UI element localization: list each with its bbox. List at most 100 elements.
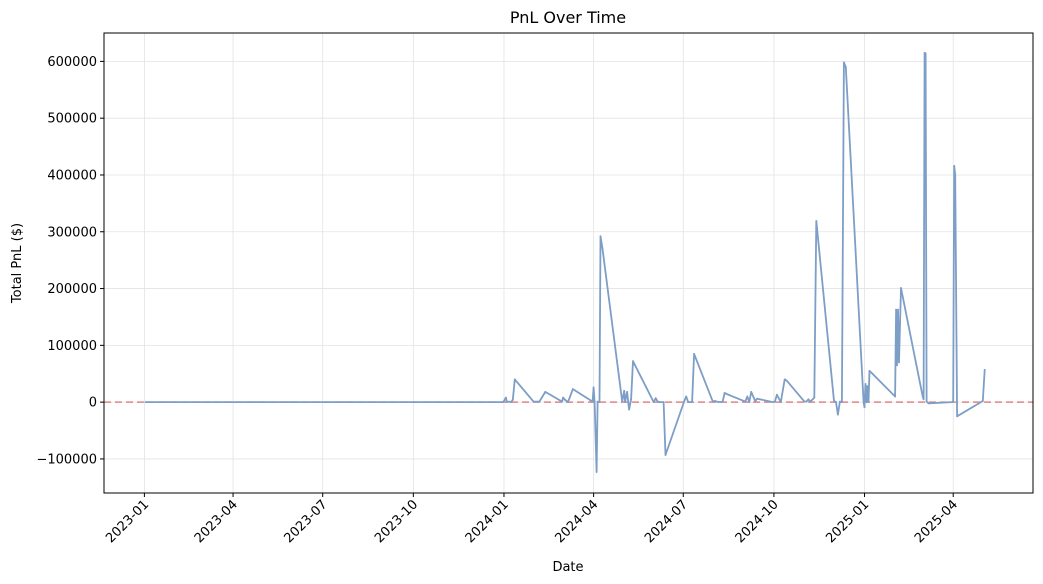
data-point xyxy=(532,400,535,403)
data-point xyxy=(621,400,624,403)
data-point xyxy=(863,406,866,409)
data-point xyxy=(658,401,661,403)
data-point xyxy=(783,378,786,381)
data-point xyxy=(868,370,871,372)
data-point xyxy=(624,401,626,403)
data-point xyxy=(871,372,874,375)
y-tick-label: 400000 xyxy=(47,168,97,183)
x-tick-label: 2023-04 xyxy=(192,497,241,546)
data-point xyxy=(567,401,569,403)
data-point xyxy=(894,395,896,398)
x-tick-label: 2025-04 xyxy=(912,497,961,546)
data-point xyxy=(924,52,927,55)
y-tick-label: 100000 xyxy=(47,339,97,354)
y-tick-label: −100000 xyxy=(36,452,97,467)
data-point xyxy=(746,395,749,398)
y-tick-label: 0 xyxy=(89,396,97,411)
data-point xyxy=(693,353,695,355)
data-point xyxy=(561,400,563,403)
data-point xyxy=(564,399,566,401)
data-point xyxy=(572,388,574,390)
data-point xyxy=(981,400,984,402)
data-point xyxy=(506,401,508,403)
y-tick-label: 300000 xyxy=(47,225,97,240)
data-point xyxy=(592,386,595,389)
data-point xyxy=(983,368,986,371)
data-point xyxy=(593,401,596,403)
data-point xyxy=(748,401,751,403)
y-axis: −100000 0 100000 200000 300000 400000 500000 60… xyxy=(36,55,104,467)
data-point xyxy=(727,393,730,396)
plot-frame xyxy=(103,32,1034,494)
data-point xyxy=(591,400,594,403)
data-point xyxy=(952,400,955,402)
data-point xyxy=(626,391,628,393)
data-point xyxy=(599,235,602,238)
data-point xyxy=(895,308,897,311)
grid-lines xyxy=(104,33,1033,493)
data-point xyxy=(862,401,865,403)
data-point xyxy=(544,391,547,393)
data-point xyxy=(776,393,778,396)
data-point xyxy=(630,398,632,401)
data-point xyxy=(687,401,690,403)
data-point xyxy=(505,396,507,399)
x-tick-label: 2024-07 xyxy=(642,497,691,546)
data-point xyxy=(683,400,686,402)
data-point xyxy=(628,408,630,411)
data-point xyxy=(292,401,294,403)
data-point xyxy=(900,287,902,289)
x-axis-label: Date xyxy=(552,560,583,575)
data-point xyxy=(921,395,924,398)
series-group xyxy=(144,52,986,473)
data-point xyxy=(785,379,788,382)
data-point xyxy=(897,308,899,311)
data-point xyxy=(623,389,626,392)
data-point xyxy=(664,454,667,456)
data-point xyxy=(815,220,818,222)
data-point xyxy=(510,401,512,403)
data-point xyxy=(538,400,541,403)
data-point xyxy=(595,471,598,473)
data-point xyxy=(925,400,928,403)
pnl-series-line xyxy=(145,52,986,473)
data-point xyxy=(843,61,845,64)
data-point xyxy=(744,400,747,403)
x-tick-label: 2025-01 xyxy=(823,497,872,546)
data-point xyxy=(865,401,868,403)
data-point xyxy=(713,400,716,402)
data-point xyxy=(837,413,839,416)
data-point xyxy=(508,400,510,403)
x-tick-label: 2024-04 xyxy=(552,497,601,546)
data-point xyxy=(562,396,564,399)
data-point xyxy=(864,383,867,385)
data-point xyxy=(756,397,759,400)
data-point xyxy=(809,400,812,403)
data-point xyxy=(807,398,810,401)
x-tick-label: 2024-01 xyxy=(463,497,512,546)
x-tick-label: 2023-10 xyxy=(372,497,421,546)
data-point xyxy=(511,399,514,401)
data-point xyxy=(841,401,843,403)
x-tick-label: 2023-07 xyxy=(282,497,331,546)
data-point xyxy=(685,395,688,398)
data-point xyxy=(803,400,806,403)
data-point xyxy=(774,400,776,403)
x-tick-label: 2023-01 xyxy=(103,497,152,546)
data-point xyxy=(632,360,634,363)
data-point xyxy=(750,391,753,393)
data-point xyxy=(954,174,957,176)
data-point xyxy=(656,400,659,403)
data-point xyxy=(721,400,724,403)
data-point xyxy=(691,401,693,403)
data-point xyxy=(601,247,604,250)
data-point xyxy=(835,401,837,403)
y-tick-label: 600000 xyxy=(47,55,97,70)
data-point xyxy=(598,400,601,403)
data-point xyxy=(723,392,726,394)
data-point xyxy=(754,400,757,402)
y-axis-label: Total PnL ($) xyxy=(10,223,25,304)
data-point xyxy=(662,401,665,403)
data-point xyxy=(772,401,774,403)
